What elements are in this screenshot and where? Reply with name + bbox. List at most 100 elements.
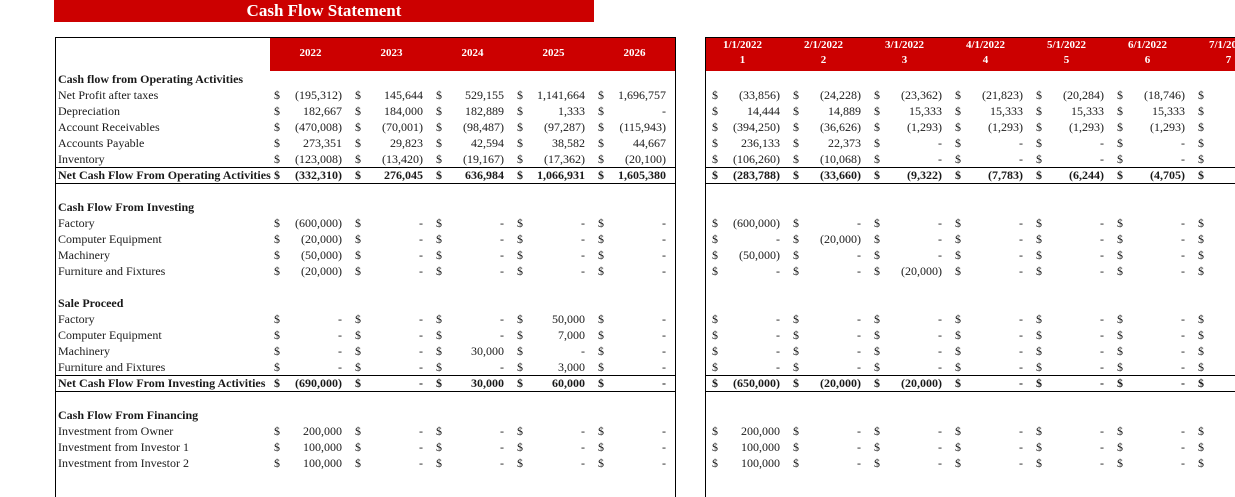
value-cell[interactable]: $ - (789, 263, 870, 279)
value-cell[interactable]: $ (283,788) (708, 168, 789, 184)
value-cell[interactable]: $ (6,244) (1032, 168, 1113, 184)
value-cell[interactable]: $276,045 (351, 168, 432, 184)
value-cell[interactable]: $ - (351, 376, 432, 392)
period-header[interactable]: 3 (901, 54, 908, 66)
value-cell[interactable]: $ (98,487) (432, 119, 513, 135)
value-cell[interactable]: $ - (1032, 343, 1113, 359)
value-cell[interactable]: $ - (432, 311, 513, 327)
value-cell[interactable]: $ - (1113, 247, 1194, 263)
value-cell[interactable]: $ - (1032, 247, 1113, 263)
value-cell[interactable]: $ - (1032, 135, 1113, 151)
value-cell[interactable]: $42,594 (432, 135, 513, 151)
value-cell[interactable]: $ (600,000) (708, 215, 789, 231)
value-cell[interactable]: $ - (1113, 455, 1194, 471)
value-cell[interactable]: $ - (1032, 376, 1113, 392)
date-header[interactable]: 1/1/2022 (722, 39, 763, 51)
value-cell[interactable]: $ - (594, 359, 675, 375)
value-cell[interactable]: $ - (594, 439, 675, 455)
value-cell[interactable]: $ - (513, 455, 594, 471)
value-cell[interactable]: $ (1194, 247, 1235, 263)
value-cell[interactable]: $ - (870, 247, 951, 263)
date-header[interactable]: 2/1/2022 (803, 39, 844, 51)
value-cell[interactable]: $ - (708, 359, 789, 375)
value-cell[interactable]: $ (20,000) (270, 263, 351, 279)
year-header[interactable]: 2025 (542, 47, 565, 59)
value-cell[interactable]: $ - (708, 311, 789, 327)
value-cell[interactable]: $ - (870, 439, 951, 455)
value-cell[interactable]: $ (1194, 376, 1235, 392)
period-header[interactable]: 6 (1144, 54, 1151, 66)
value-cell[interactable]: $ - (432, 215, 513, 231)
date-header[interactable]: 4/1/2022 (965, 39, 1006, 51)
value-cell[interactable]: $ - (351, 231, 432, 247)
value-cell[interactable]: $ (1194, 423, 1235, 439)
value-cell[interactable]: $44,667 (594, 135, 675, 151)
value-cell[interactable]: $ (1194, 359, 1235, 375)
value-cell[interactable]: $ - (351, 359, 432, 375)
value-cell[interactable]: $22,373 (789, 135, 870, 151)
value-cell[interactable]: $15,333 (951, 103, 1032, 119)
value-cell[interactable]: $ - (951, 215, 1032, 231)
value-cell[interactable]: $ - (951, 359, 1032, 375)
value-cell[interactable]: $1,333 (513, 103, 594, 119)
value-cell[interactable]: $ (21,823) (951, 87, 1032, 103)
value-cell[interactable]: $ - (432, 455, 513, 471)
value-cell[interactable]: $ - (351, 423, 432, 439)
value-cell[interactable]: $ - (1032, 263, 1113, 279)
value-cell[interactable]: $ - (513, 247, 594, 263)
value-cell[interactable]: $ - (951, 263, 1032, 279)
value-cell[interactable]: $ - (870, 151, 951, 167)
value-cell[interactable]: $ - (270, 359, 351, 375)
value-cell[interactable]: $ - (432, 327, 513, 343)
value-cell[interactable]: $ - (594, 215, 675, 231)
value-cell[interactable]: $ - (594, 231, 675, 247)
value-cell[interactable]: $ - (1032, 439, 1113, 455)
value-cell[interactable]: $ (1194, 231, 1235, 247)
value-cell[interactable]: $ (1194, 439, 1235, 455)
value-cell[interactable]: $ - (1113, 311, 1194, 327)
value-cell[interactable]: $ - (951, 343, 1032, 359)
value-cell[interactable]: $ (1,293) (1113, 119, 1194, 135)
value-cell[interactable]: $ (1194, 343, 1235, 359)
value-cell[interactable]: $15,333 (1032, 103, 1113, 119)
value-cell[interactable]: $ - (1113, 327, 1194, 343)
value-cell[interactable]: $ - (1113, 359, 1194, 375)
value-cell[interactable]: $ - (1113, 215, 1194, 231)
value-cell[interactable]: $ - (351, 247, 432, 263)
value-cell[interactable]: $ - (870, 359, 951, 375)
value-cell[interactable]: $182,889 (432, 103, 513, 119)
value-cell[interactable]: $29,823 (351, 135, 432, 151)
value-cell[interactable]: $ - (270, 343, 351, 359)
value-cell[interactable]: $15,333 (870, 103, 951, 119)
value-cell[interactable]: $ - (1113, 439, 1194, 455)
value-cell[interactable]: $ (20,000) (870, 263, 951, 279)
value-cell[interactable]: $ (1,293) (1032, 119, 1113, 135)
value-cell[interactable]: $ - (789, 439, 870, 455)
value-cell[interactable]: $ (20,000) (789, 231, 870, 247)
value-cell[interactable]: $ (20,100) (594, 151, 675, 167)
value-cell[interactable]: $ (70,001) (351, 119, 432, 135)
value-cell[interactable]: $ (1194, 119, 1235, 135)
value-cell[interactable]: $ - (351, 311, 432, 327)
value-cell[interactable]: $ (20,000) (270, 231, 351, 247)
value-cell[interactable]: $ - (951, 135, 1032, 151)
value-cell[interactable]: $ - (594, 423, 675, 439)
value-cell[interactable]: $ - (789, 311, 870, 327)
period-header[interactable]: 7 (1225, 54, 1232, 66)
value-cell[interactable]: $ - (789, 247, 870, 263)
value-cell[interactable]: $ - (432, 359, 513, 375)
value-cell[interactable]: $ - (951, 455, 1032, 471)
date-header[interactable]: 7/1/2022 (1208, 39, 1235, 51)
value-cell[interactable]: $ - (1113, 263, 1194, 279)
value-cell[interactable]: $ (1194, 311, 1235, 327)
value-cell[interactable]: $ (332,310) (270, 168, 351, 184)
value-cell[interactable]: $ - (789, 455, 870, 471)
value-cell[interactable]: $ - (1032, 455, 1113, 471)
period-header[interactable]: 4 (982, 54, 989, 66)
year-header[interactable]: 2023 (380, 47, 403, 59)
value-cell[interactable]: $ (106,260) (708, 151, 789, 167)
value-cell[interactable]: $ - (432, 439, 513, 455)
value-cell[interactable]: $ (13,420) (351, 151, 432, 167)
value-cell[interactable]: $ - (351, 327, 432, 343)
value-cell[interactable]: $100,000 (708, 439, 789, 455)
